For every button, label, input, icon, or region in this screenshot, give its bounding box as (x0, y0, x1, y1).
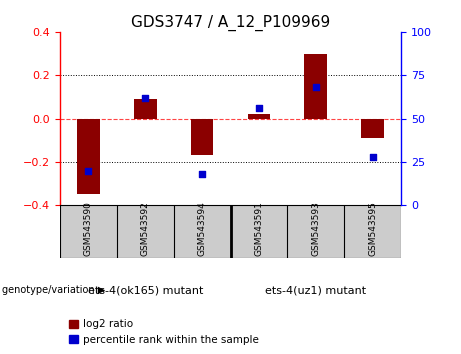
Bar (344, 205, 401, 258)
Point (255, 105, 263, 111)
Text: GSM543595: GSM543595 (368, 201, 377, 256)
Point (312, 85, 319, 90)
Title: GDS3747 / A_12_P109969: GDS3747 / A_12_P109969 (131, 14, 330, 30)
Text: GSM543591: GSM543591 (254, 201, 263, 256)
Text: ets-4(ok165) mutant: ets-4(ok165) mutant (88, 285, 203, 295)
Bar (134, 99, 157, 119)
Bar (248, 114, 270, 119)
Text: genotype/variation ▶: genotype/variation ▶ (2, 285, 106, 295)
Text: GSM543590: GSM543590 (84, 201, 93, 256)
Text: GSM543592: GSM543592 (141, 201, 150, 256)
Point (198, 171, 206, 177)
Point (142, 95, 149, 101)
Bar (60, 205, 117, 258)
Bar (191, 119, 213, 155)
Bar (117, 205, 174, 258)
Text: ets-4(uz1) mutant: ets-4(uz1) mutant (265, 285, 366, 295)
Bar (230, 205, 287, 258)
Bar (361, 119, 384, 138)
Bar (77, 119, 100, 194)
Point (85, 168, 92, 173)
Text: GSM543594: GSM543594 (198, 201, 207, 256)
Bar (304, 53, 327, 119)
Bar (287, 205, 344, 258)
Bar (174, 205, 230, 258)
Text: GSM543593: GSM543593 (311, 201, 320, 256)
Point (369, 154, 376, 160)
Legend: log2 ratio, percentile rank within the sample: log2 ratio, percentile rank within the s… (65, 315, 263, 349)
